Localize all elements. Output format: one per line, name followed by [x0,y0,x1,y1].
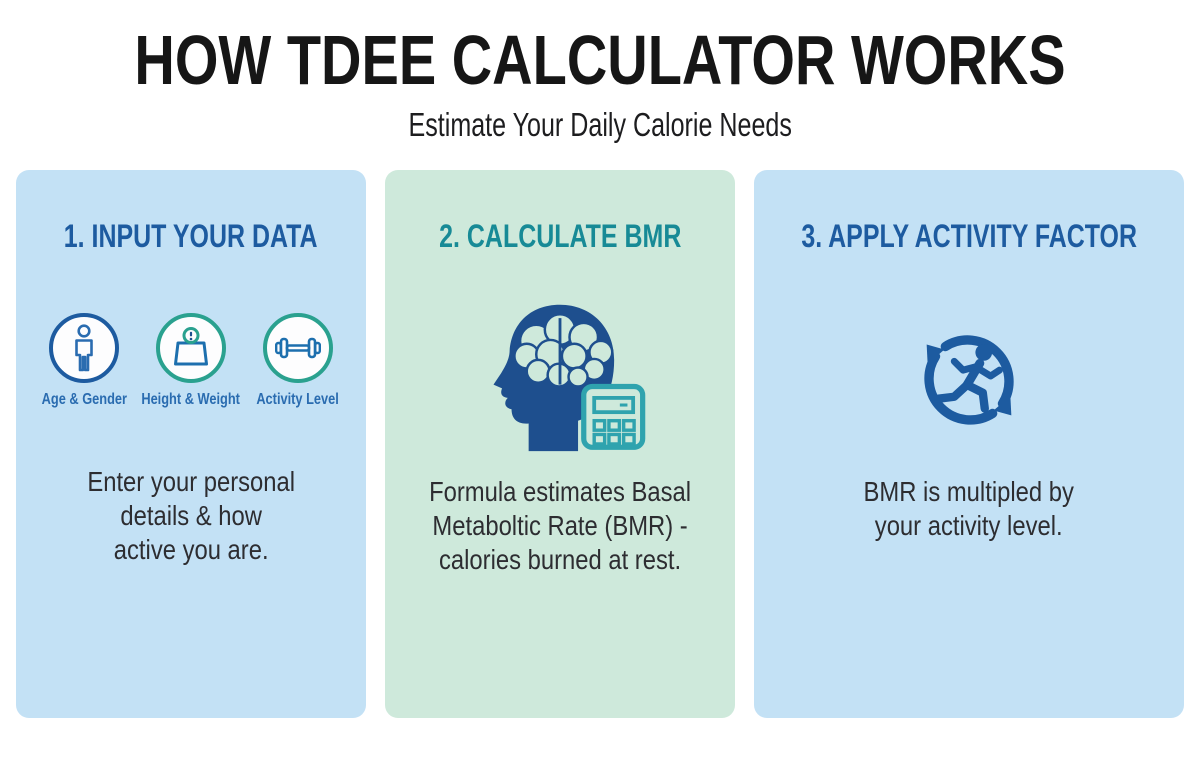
activity-level-item: Activity Level [244,313,351,409]
card3-body-text: BMR is multipled by your activity level. [863,476,1074,541]
scale-icon [155,313,226,383]
card1-body-text: Enter your personal details & how active… [87,466,295,565]
person-icon [48,313,119,383]
card1-heading: 1. INPUT YOUR DATA [64,218,318,254]
runner-cycle-icon [754,315,1184,443]
runner-cycle-svg [924,335,1014,425]
activity-level-label: Activity Level [256,391,340,408]
card2-heading: 2. CALCULATE BMR [438,218,681,254]
steps-row: 1. INPUT YOUR DATA Age & Gender [0,170,1200,718]
card1-icon-row: Age & Gender Height & Weight [16,313,366,409]
card-apply-activity-factor: 3. APPLY ACTIVITY FACTOR [753,170,1185,718]
card-calculate-bmr: 2. CALCULATE BMR [384,170,735,718]
age-gender-item: Age & Gender [30,313,137,409]
page-subtitle-text: Estimate Your Daily Calorie Needs [408,106,792,143]
card3-heading: 3. APPLY ACTIVITY FACTOR [801,218,1137,254]
page-title: HOW TDEE CALCULATOR WORKS [0,20,1200,100]
page-subtitle: Estimate Your Daily Calorie Needs [0,106,1200,144]
dumbbell-icon-svg [274,337,321,359]
age-gender-label: Age & Gender [41,391,127,408]
head-brain-calculator-svg [493,304,646,452]
head-brain-calculator-icon [385,301,735,453]
person-icon-svg [75,324,93,372]
card2-body-text: Formula estimates Basal Metaboltic Rate … [428,476,691,575]
dumbbell-icon [262,313,333,383]
card-input-your-data: 1. INPUT YOUR DATA Age & Gender [16,170,366,718]
height-weight-item: Height & Weight [137,313,244,409]
scale-icon-svg [173,327,208,366]
page-title-text: HOW TDEE CALCULATOR WORKS [134,21,1066,99]
height-weight-label: Height & Weight [141,391,241,408]
